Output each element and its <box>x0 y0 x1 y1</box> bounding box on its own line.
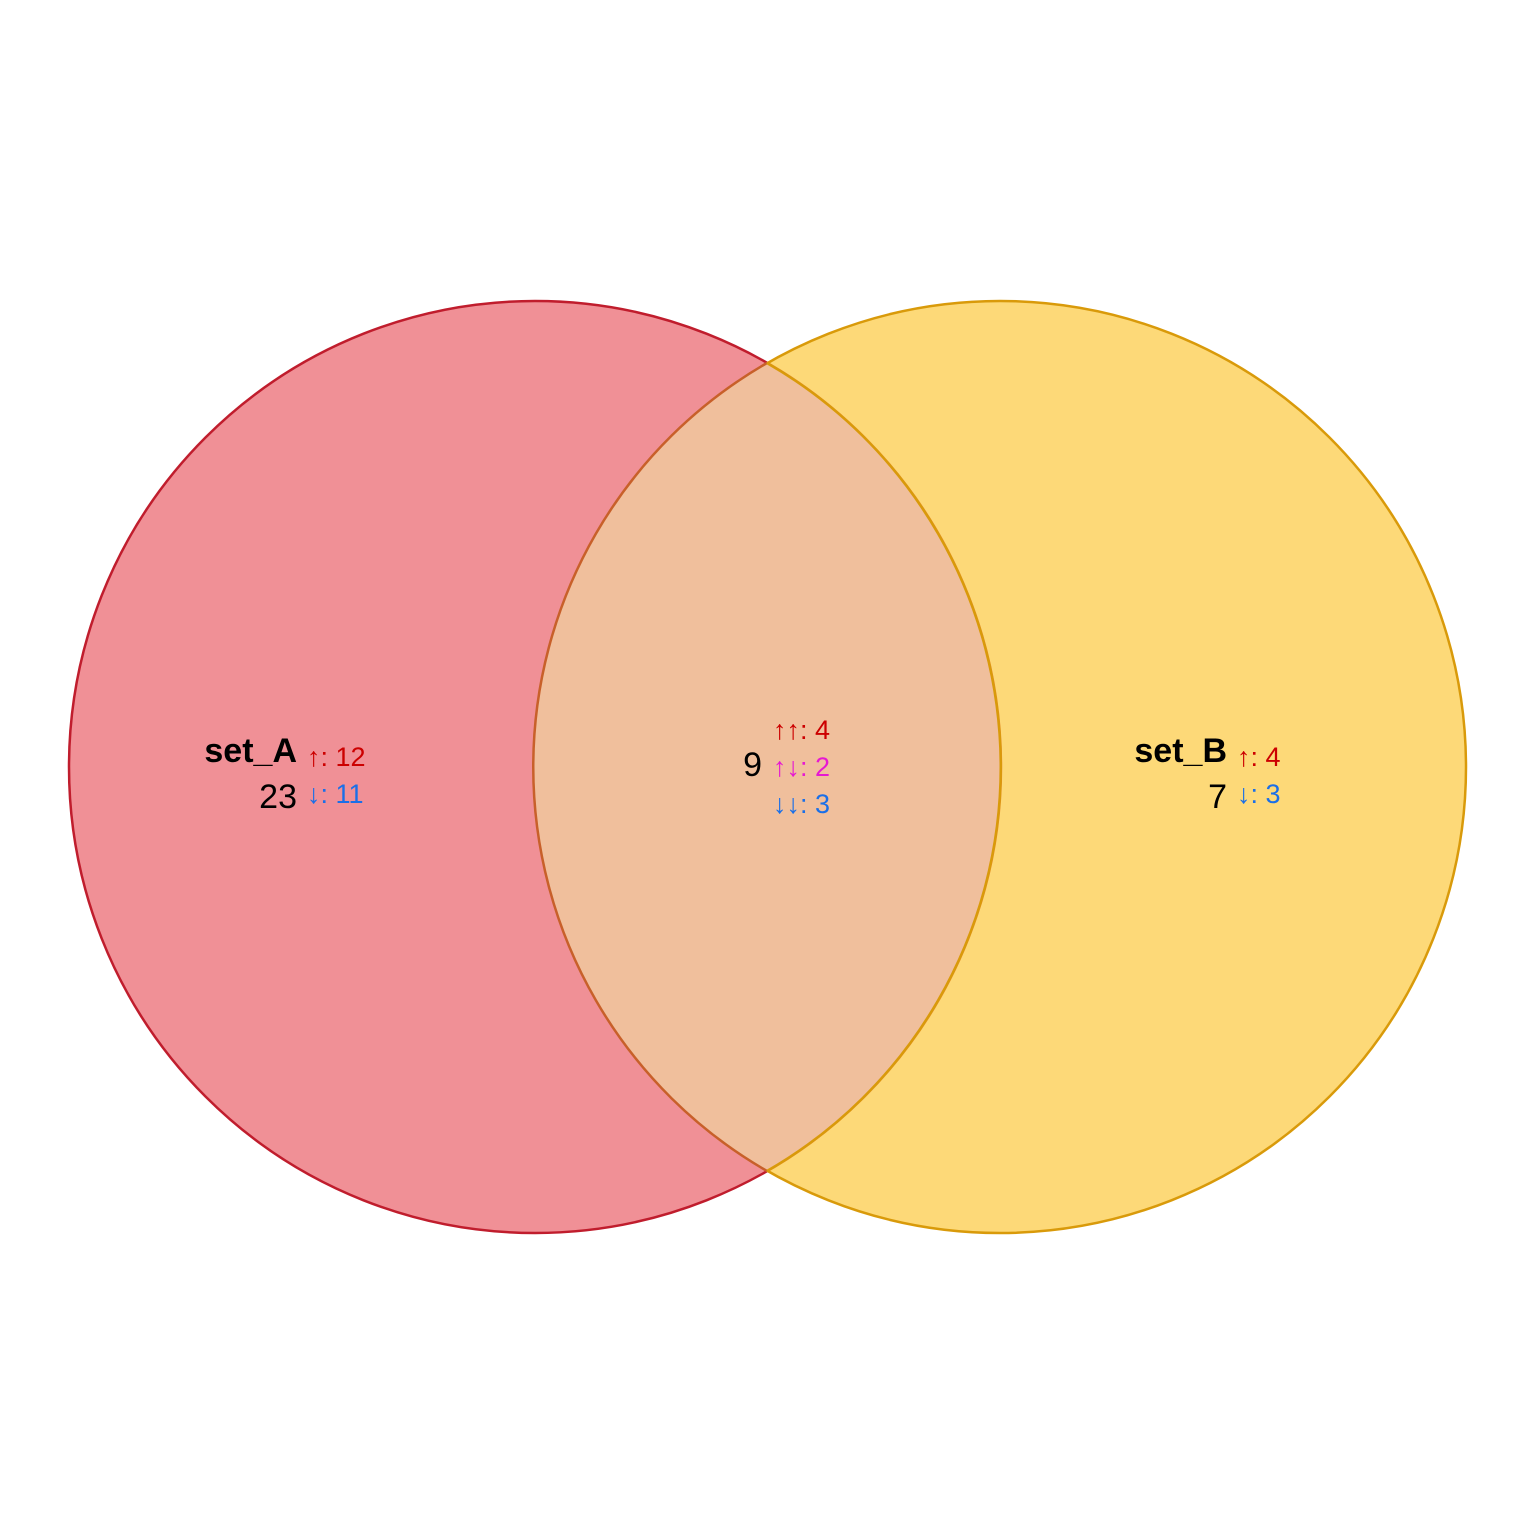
intersection-down-down-count: ↓↓: 3 <box>773 789 830 819</box>
set-a-up-count: ↑: 12 <box>307 742 366 772</box>
intersection-total: 9 <box>743 746 762 784</box>
set-b-label: set_B <box>1134 732 1227 770</box>
set-b-total: 7 <box>1208 778 1227 816</box>
set-a-label: set_A <box>204 732 297 770</box>
set-a-down-count: ↓: 11 <box>307 779 364 809</box>
set-b-down-count: ↓: 3 <box>1237 779 1281 809</box>
intersection-left-arc <box>532 361 768 1173</box>
set-b-up-count: ↑: 4 <box>1237 742 1281 772</box>
intersection-up-down-count: ↑↓: 2 <box>773 752 830 782</box>
set-a-total: 23 <box>259 778 297 816</box>
intersection-right-arc <box>766 361 1002 1173</box>
intersection-up-up-count: ↑↑: 4 <box>773 715 830 745</box>
